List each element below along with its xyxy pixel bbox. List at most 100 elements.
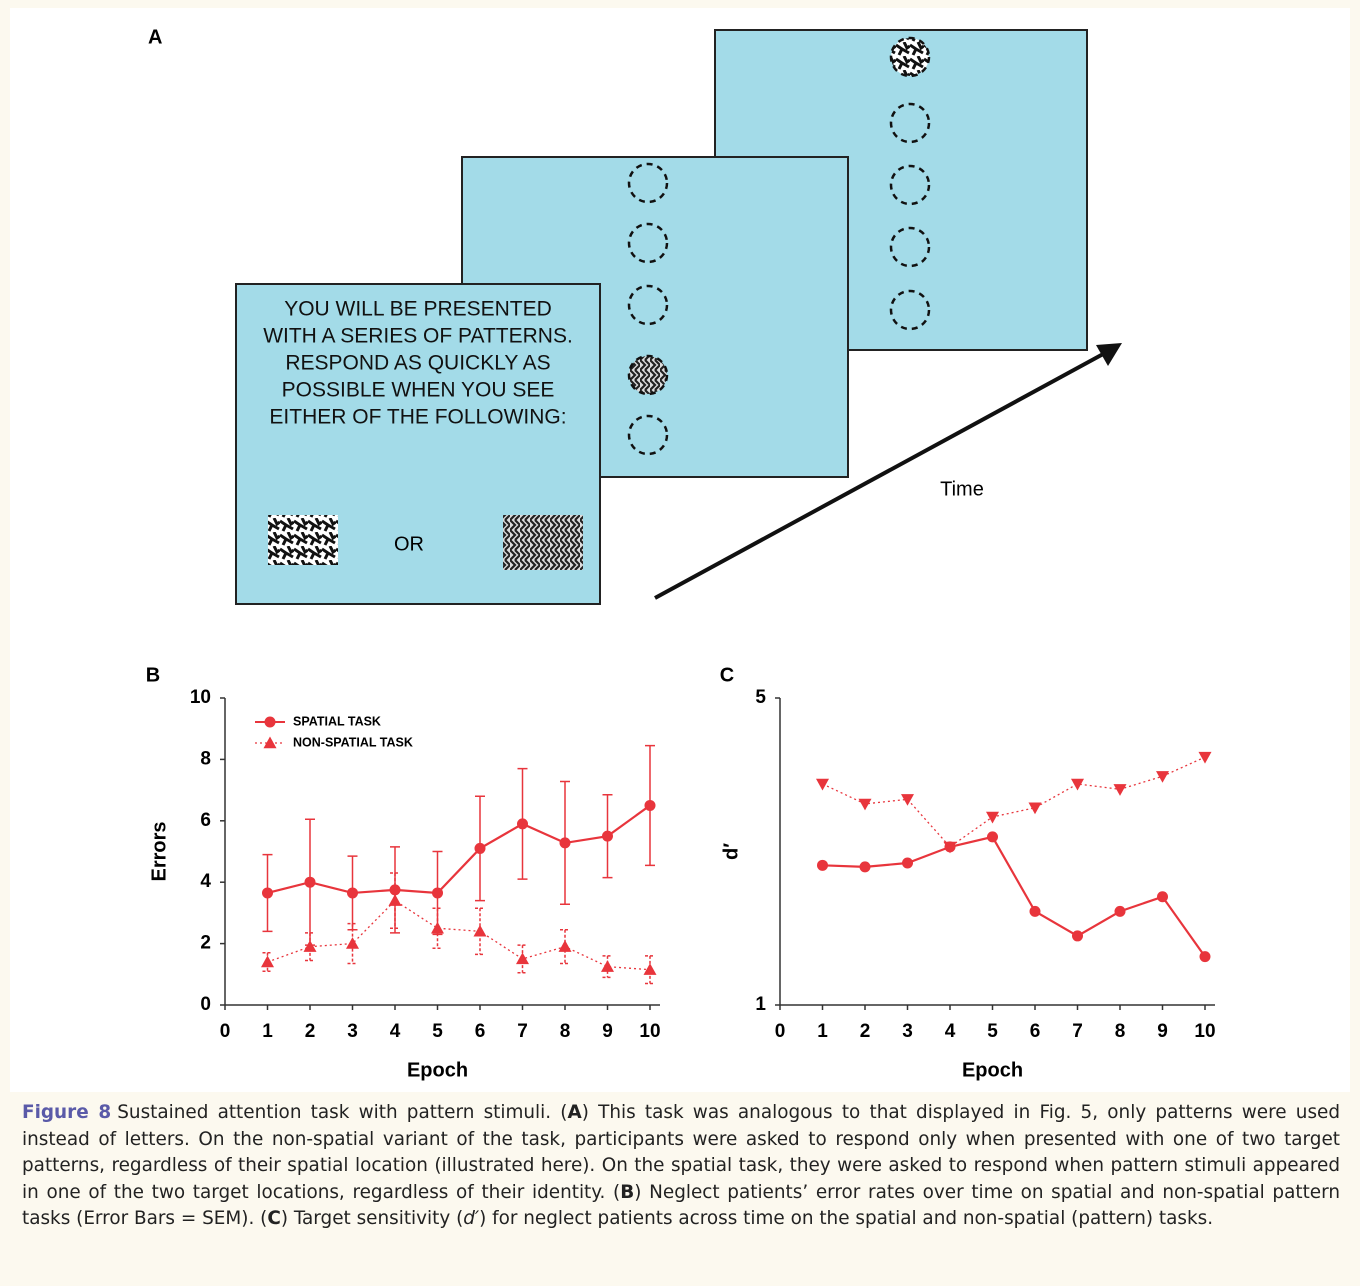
x-tick-label: 4 [945, 1021, 956, 1042]
x-tick-label: 3 [902, 1021, 913, 1042]
caption-text: ) for neglect patients across time on th… [479, 1208, 1214, 1229]
target-pattern [268, 515, 338, 565]
legend-marker [264, 716, 276, 728]
caption-text: A [567, 1102, 582, 1123]
point [388, 894, 402, 906]
y-tick-label: 5 [755, 687, 766, 708]
x-tick-label: 10 [639, 1021, 660, 1042]
caption-text: ) Neglect patients’ error rates over tim… [22, 1181, 1341, 1230]
x-axis-label: Epoch [407, 1059, 468, 1081]
y-axis-label: d′ [720, 843, 742, 860]
point [346, 937, 359, 949]
point [1199, 951, 1211, 963]
instruction-line: RESPOND AS QUICKLY AS [285, 352, 550, 375]
legend-marker [263, 736, 277, 749]
point [859, 861, 871, 873]
x-tick-label: 10 [1194, 1021, 1215, 1042]
point [559, 837, 571, 849]
caption-text: ) Target sensitivity ( [280, 1208, 464, 1229]
point [431, 921, 444, 934]
or-text: OR [394, 533, 424, 555]
point [262, 887, 273, 899]
error-bar [305, 932, 315, 962]
point [1028, 802, 1042, 815]
instruction-line: EITHER OF THE FOLLOWING: [269, 406, 566, 429]
point [1114, 905, 1126, 917]
x-tick-label: 9 [1157, 1021, 1168, 1042]
caption-text: Sustained attention task with pattern st… [117, 1102, 568, 1123]
point [816, 778, 829, 791]
caption-text: B [620, 1181, 635, 1203]
point [261, 955, 274, 968]
point [1071, 778, 1084, 791]
x-tick-label: 4 [390, 1021, 401, 1042]
point [943, 841, 957, 854]
target-pattern [503, 515, 583, 570]
point [473, 924, 487, 937]
point [987, 831, 998, 843]
point [517, 818, 528, 830]
y-tick-label: 2 [200, 933, 211, 954]
x-tick-label: 8 [560, 1021, 571, 1042]
instruction-line: WITH A SERIES OF PATTERNS. [263, 325, 573, 348]
error-bar [645, 955, 655, 985]
x-tick-label: 7 [1072, 1021, 1083, 1042]
instructions: YOU WILL BE PRESENTED WITH A SERIES OF P… [263, 298, 573, 429]
point [347, 887, 358, 899]
point [643, 963, 657, 975]
error-bar [432, 907, 443, 949]
x-axis-label: Epoch [962, 1059, 1023, 1081]
legend-label: SPATIAL TASK [293, 714, 381, 728]
time-label: Time [940, 478, 984, 500]
y-tick-label: 0 [200, 994, 211, 1015]
caption-text: ) This task was analogous to that displa… [22, 1102, 1341, 1203]
x-tick-label: 1 [817, 1021, 828, 1042]
y-tick-label: 10 [190, 687, 211, 708]
point [644, 799, 656, 811]
point [602, 830, 613, 842]
x-tick-label: 5 [987, 1021, 998, 1042]
point [1072, 930, 1083, 942]
location-circles [889, 36, 931, 331]
arrow-head [1096, 343, 1122, 366]
x-tick-label: 0 [775, 1021, 786, 1042]
point [817, 859, 828, 871]
point [986, 811, 999, 824]
y-tick-label: 8 [200, 748, 211, 769]
point [601, 960, 614, 972]
panel-label: B [146, 664, 160, 686]
x-tick-label: 2 [860, 1021, 871, 1042]
y-tick-label: 1 [755, 994, 766, 1015]
caption-text: d′ [463, 1208, 480, 1229]
error-bar [262, 952, 273, 972]
panel-label: A [148, 26, 162, 48]
x-tick-label: 6 [475, 1021, 486, 1042]
series-line [822, 835, 1206, 958]
point [1198, 751, 1212, 764]
figure-label: Figure 8 [22, 1102, 112, 1123]
x-tick-label: 3 [347, 1021, 358, 1042]
x-tick-label: 1 [262, 1021, 273, 1042]
x-tick-label: 9 [602, 1021, 613, 1042]
caption: Figure 8 Sustained attention task with pa… [22, 1100, 1340, 1233]
location-circles [627, 162, 669, 456]
point [1029, 905, 1041, 917]
point [303, 940, 317, 952]
point [432, 887, 443, 899]
point [1157, 891, 1168, 903]
point [858, 798, 872, 811]
point [516, 952, 529, 965]
y-axis-label: Errors [148, 821, 170, 881]
time-arrow [654, 351, 1106, 600]
point [558, 940, 572, 952]
point [1113, 784, 1127, 796]
instruction-line: POSSIBLE WHEN YOU SEE [282, 379, 555, 402]
panel-label: C [720, 664, 734, 686]
instruction-line: YOU WILL BE PRESENTED [284, 298, 552, 321]
error-bar [517, 944, 528, 974]
caption-text: C [267, 1208, 281, 1229]
x-tick-label: 6 [1030, 1021, 1041, 1042]
error-bar [475, 907, 485, 956]
